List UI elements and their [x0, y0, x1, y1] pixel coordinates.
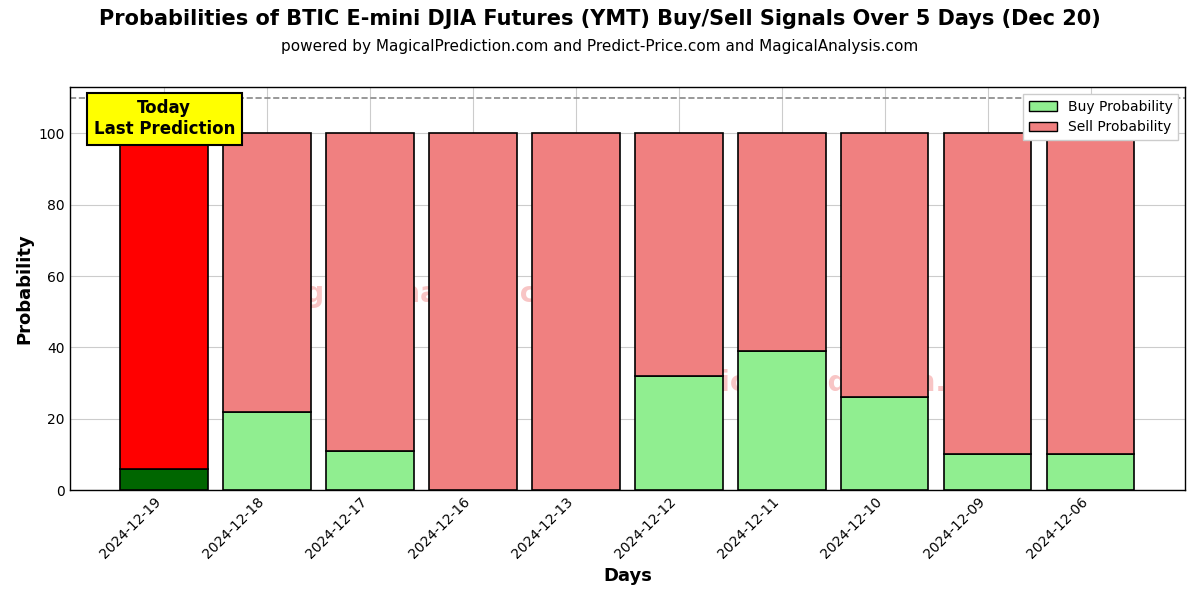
- Bar: [223, 133, 311, 412]
- Bar: [738, 133, 826, 351]
- Text: MagicalAnalysis.com: MagicalAnalysis.com: [258, 280, 584, 308]
- Bar: [841, 133, 929, 397]
- Text: Today
Last Prediction: Today Last Prediction: [94, 100, 235, 138]
- Bar: [430, 133, 517, 490]
- Y-axis label: Probability: Probability: [14, 233, 34, 344]
- Bar: [635, 133, 722, 376]
- Bar: [1046, 133, 1134, 454]
- Bar: [944, 133, 1031, 454]
- Text: Probabilities of BTIC E-mini DJIA Futures (YMT) Buy/Sell Signals Over 5 Days (De: Probabilities of BTIC E-mini DJIA Future…: [100, 9, 1100, 29]
- Bar: [841, 397, 929, 490]
- X-axis label: Days: Days: [602, 567, 652, 585]
- Bar: [944, 454, 1031, 490]
- Bar: [738, 351, 826, 490]
- Text: MagicalPrediction.com: MagicalPrediction.com: [655, 369, 1012, 397]
- Bar: [120, 469, 208, 490]
- Bar: [1046, 454, 1134, 490]
- Text: powered by MagicalPrediction.com and Predict-Price.com and MagicalAnalysis.com: powered by MagicalPrediction.com and Pre…: [281, 39, 919, 54]
- Bar: [326, 451, 414, 490]
- Bar: [120, 133, 208, 469]
- Bar: [326, 133, 414, 451]
- Bar: [532, 133, 619, 490]
- Bar: [223, 412, 311, 490]
- Bar: [635, 376, 722, 490]
- Legend: Buy Probability, Sell Probability: Buy Probability, Sell Probability: [1024, 94, 1178, 140]
